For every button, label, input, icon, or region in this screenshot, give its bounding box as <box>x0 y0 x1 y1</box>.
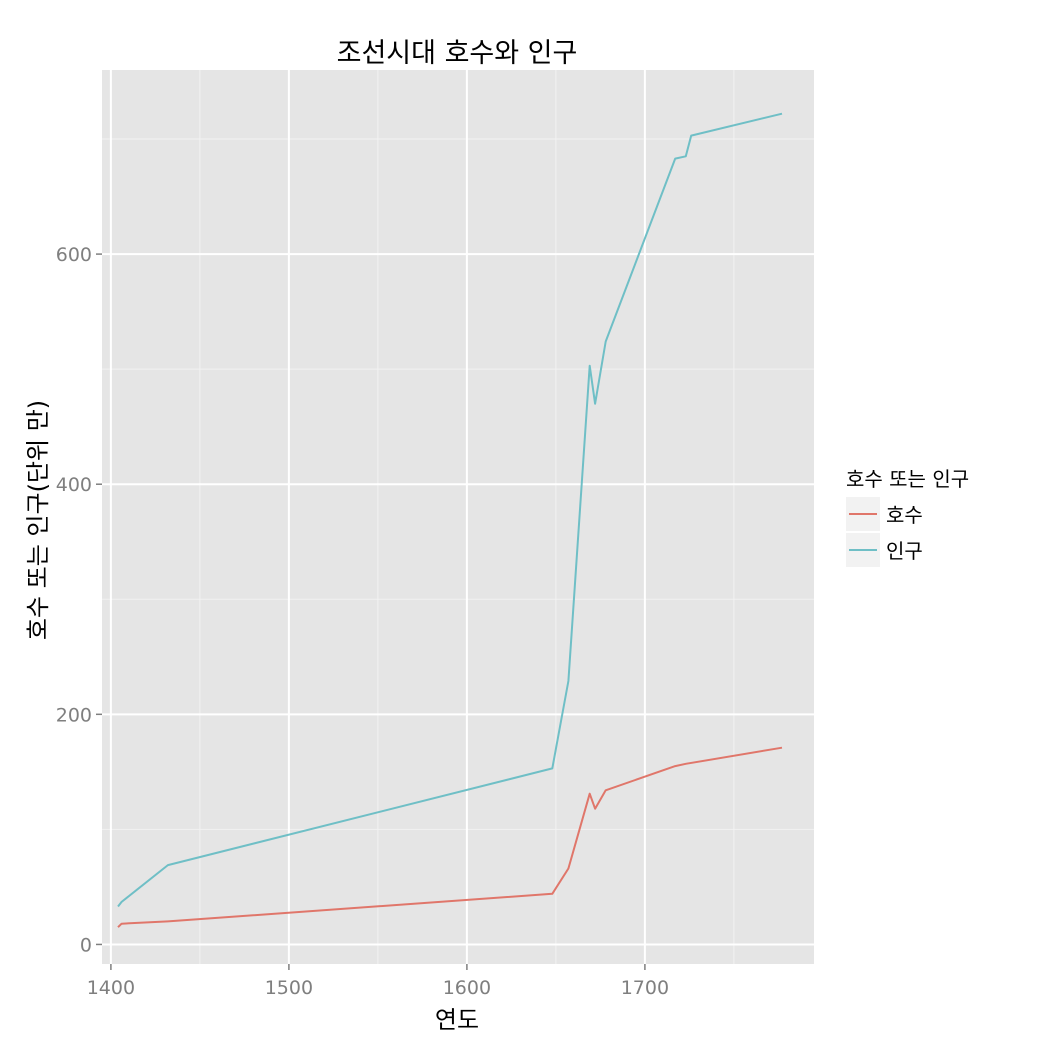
minor-gridlines <box>102 70 814 964</box>
y-tick-label: 600 <box>56 244 92 266</box>
y-tick-label: 400 <box>56 474 92 496</box>
x-tick-label: 1400 <box>87 977 135 999</box>
major-gridlines <box>102 70 814 964</box>
y-tick-label: 0 <box>80 934 92 956</box>
x-tick-label: 1600 <box>443 977 491 999</box>
series-line-0 <box>117 746 783 928</box>
x-axis-title: 연도 <box>435 1006 479 1034</box>
y-tick-label: 200 <box>56 704 92 726</box>
series-lines <box>117 112 783 928</box>
legend-label: 호수 <box>886 503 923 527</box>
axes: 1400 1500 1600 1700 0 200 400 600 <box>56 244 669 999</box>
x-tick-label: 1700 <box>621 977 669 999</box>
x-tick-label: 1500 <box>265 977 313 999</box>
y-axis-title: 호수 또는 인구(단위 만) <box>24 400 52 640</box>
legend-title: 호수 또는 인구 <box>846 467 969 491</box>
legend-label: 인구 <box>886 539 923 563</box>
chart-title: 조선시대 호수와 인구 <box>337 38 578 69</box>
series-line-1 <box>117 112 783 908</box>
plot-background <box>102 70 814 964</box>
